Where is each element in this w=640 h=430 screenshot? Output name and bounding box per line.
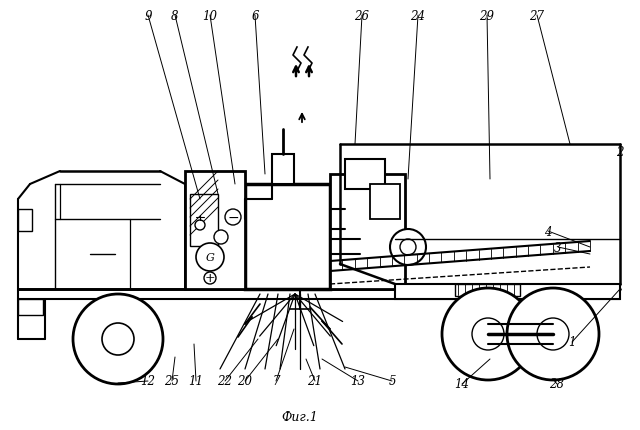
Circle shape — [225, 209, 241, 225]
Text: +: + — [205, 272, 215, 285]
Text: 9: 9 — [144, 9, 152, 22]
Text: 12: 12 — [141, 375, 156, 387]
Text: 29: 29 — [479, 9, 495, 22]
Circle shape — [537, 318, 569, 350]
Text: 24: 24 — [410, 9, 426, 22]
Text: 21: 21 — [307, 375, 323, 387]
Text: 13: 13 — [351, 375, 365, 387]
Text: 4: 4 — [544, 225, 552, 238]
Text: 8: 8 — [172, 9, 179, 22]
Bar — [395, 284, 620, 299]
Text: 26: 26 — [355, 9, 369, 22]
Text: 20: 20 — [237, 375, 253, 387]
Text: 7: 7 — [272, 375, 280, 387]
Text: 25: 25 — [164, 375, 179, 387]
Text: 14: 14 — [454, 378, 470, 390]
Text: 11: 11 — [189, 375, 204, 387]
Circle shape — [400, 240, 416, 255]
Circle shape — [73, 294, 163, 384]
Bar — [185, 172, 245, 289]
Text: 27: 27 — [529, 9, 545, 22]
Bar — [370, 184, 400, 219]
Circle shape — [442, 289, 534, 380]
Circle shape — [195, 221, 205, 230]
Text: Фиг.1: Фиг.1 — [282, 411, 318, 424]
Bar — [345, 160, 385, 190]
Text: 5: 5 — [388, 375, 396, 387]
Bar — [18, 209, 32, 231]
Bar — [245, 184, 330, 289]
Circle shape — [472, 318, 504, 350]
Circle shape — [204, 272, 216, 284]
Circle shape — [390, 230, 426, 265]
Circle shape — [214, 230, 228, 244]
Text: 28: 28 — [550, 378, 564, 390]
Text: 22: 22 — [218, 375, 232, 387]
Text: 10: 10 — [202, 9, 218, 22]
Bar — [330, 175, 405, 289]
Text: −: − — [227, 211, 239, 224]
Text: 1: 1 — [568, 336, 576, 349]
Bar — [18, 299, 43, 315]
Circle shape — [196, 243, 224, 271]
Bar — [272, 155, 294, 184]
Circle shape — [102, 323, 134, 355]
Bar — [190, 194, 218, 246]
Bar — [455, 284, 520, 296]
Text: 2: 2 — [616, 145, 624, 158]
Text: 6: 6 — [252, 9, 259, 22]
Text: 3: 3 — [554, 241, 562, 254]
Text: G: G — [205, 252, 214, 262]
Circle shape — [507, 289, 599, 380]
